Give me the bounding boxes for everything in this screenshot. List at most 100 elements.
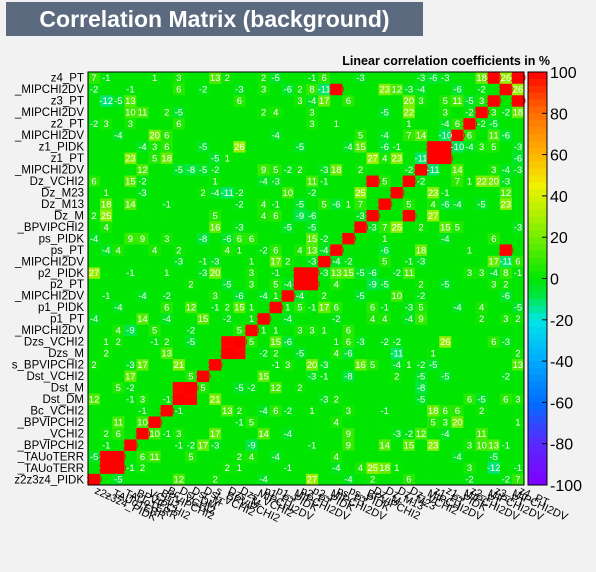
heatmap-cell [184, 232, 198, 245]
heatmap-cell [209, 129, 222, 142]
heatmap-cell [221, 450, 234, 463]
cell-value-label: -2 [211, 165, 219, 176]
heatmap-cell [209, 117, 222, 130]
heatmap-cell [390, 106, 404, 119]
heatmap-cell [354, 450, 367, 463]
heatmap-cell [148, 140, 161, 153]
heatmap-cell [499, 439, 513, 451]
heatmap-cell [257, 198, 270, 210]
heatmap-cell [306, 393, 319, 405]
heatmap-cell [136, 83, 149, 96]
cell-value-label: -1 [405, 257, 413, 268]
heatmap-cell [148, 404, 161, 417]
heatmap-cell [487, 370, 501, 383]
heatmap-cell [221, 94, 234, 107]
heatmap-cell [318, 335, 331, 348]
cell-value-label: -8 [417, 383, 425, 394]
cell-value-label: -4 [90, 234, 98, 245]
cell-value-label: -5 [211, 153, 219, 164]
cell-value-label: -5 [90, 452, 98, 463]
cell-value-label: -9 [296, 211, 304, 222]
heatmap-cell [172, 186, 186, 199]
heatmap-cell [124, 393, 137, 405]
heatmap-cell [330, 416, 343, 428]
cell-value-label: 20 [149, 131, 160, 142]
heatmap-cell [318, 427, 331, 440]
heatmap-cell [499, 416, 513, 428]
heatmap-cell [366, 129, 379, 142]
heatmap-cell [390, 140, 404, 153]
colorbar-segment [528, 271, 547, 279]
cell-value-label: 100 [340, 234, 356, 245]
heatmap-cell [499, 393, 513, 405]
heatmap-cell [160, 152, 174, 165]
heatmap-cell [390, 462, 404, 474]
heatmap-cell [100, 347, 113, 360]
heatmap-cell [257, 186, 270, 199]
heatmap-cell [257, 324, 270, 337]
heatmap-cell [124, 267, 137, 279]
heatmap-cell [318, 439, 331, 451]
heatmap-cell [390, 244, 404, 256]
cell-value-label: 1 [273, 326, 278, 337]
heatmap-cell [269, 255, 283, 268]
colorbar-segment [528, 374, 547, 383]
cell-value-label: 23 [428, 188, 439, 199]
heatmap-cell [184, 244, 198, 256]
heatmap-cell [475, 106, 488, 119]
colorbar-segment [528, 257, 547, 266]
cell-value-label: -4 [380, 131, 388, 142]
heatmap-cell [197, 175, 210, 188]
heatmap-cell [415, 83, 428, 96]
heatmap-cell [330, 72, 343, 84]
heatmap-cell [499, 370, 513, 383]
heatmap-cell [366, 278, 379, 291]
heatmap-cell [415, 163, 428, 176]
heatmap-cell [499, 324, 513, 337]
heatmap-cell [427, 289, 440, 302]
heatmap-cell [499, 255, 513, 268]
cell-value-label: 7 [406, 131, 411, 142]
heatmap-cell [281, 163, 295, 176]
heatmap-cell [88, 335, 101, 348]
heatmap-cell [402, 370, 416, 383]
cell-value-label: -6 [502, 291, 510, 302]
cell-value-label: 100 [425, 153, 441, 164]
heatmap-cell [451, 209, 464, 222]
heatmap-cell [439, 129, 452, 142]
heatmap-cell [88, 186, 101, 199]
cell-value-label: 15 [307, 234, 318, 245]
heatmap-cell [293, 83, 307, 96]
heatmap-cell [499, 278, 513, 291]
colorbar-segment [528, 333, 547, 341]
heatmap-cell [112, 312, 125, 325]
colorbar-segment [528, 202, 547, 211]
heatmap-cell [245, 289, 258, 302]
cell-value-label: 5 [237, 326, 242, 337]
heatmap-cell [487, 94, 501, 107]
heatmap-cell [318, 186, 331, 199]
cell-value-label: -3 [211, 440, 219, 451]
heatmap-cell [378, 450, 392, 463]
heatmap-cell [88, 324, 101, 337]
heatmap-cell [499, 209, 513, 222]
heatmap-cell [197, 289, 210, 302]
heatmap-cell [209, 163, 222, 176]
heatmap-cell [293, 278, 307, 291]
heatmap-cell [330, 312, 343, 325]
y-tick-label: ps_PT [51, 245, 84, 257]
heatmap-cell [342, 289, 355, 302]
heatmap-cell [221, 439, 234, 451]
colorbar-segment [528, 195, 547, 204]
heatmap-cell [293, 106, 307, 119]
heatmap-cell [415, 289, 428, 302]
heatmap-cell [100, 198, 113, 210]
heatmap-cell [281, 347, 295, 360]
heatmap-cell [318, 83, 331, 96]
cell-value-label: 100 [219, 349, 235, 360]
heatmap-cell [330, 439, 343, 451]
heatmap-cell [330, 152, 343, 165]
cell-value-label: 12 [186, 303, 197, 314]
cell-value-label: 1 [237, 463, 242, 474]
